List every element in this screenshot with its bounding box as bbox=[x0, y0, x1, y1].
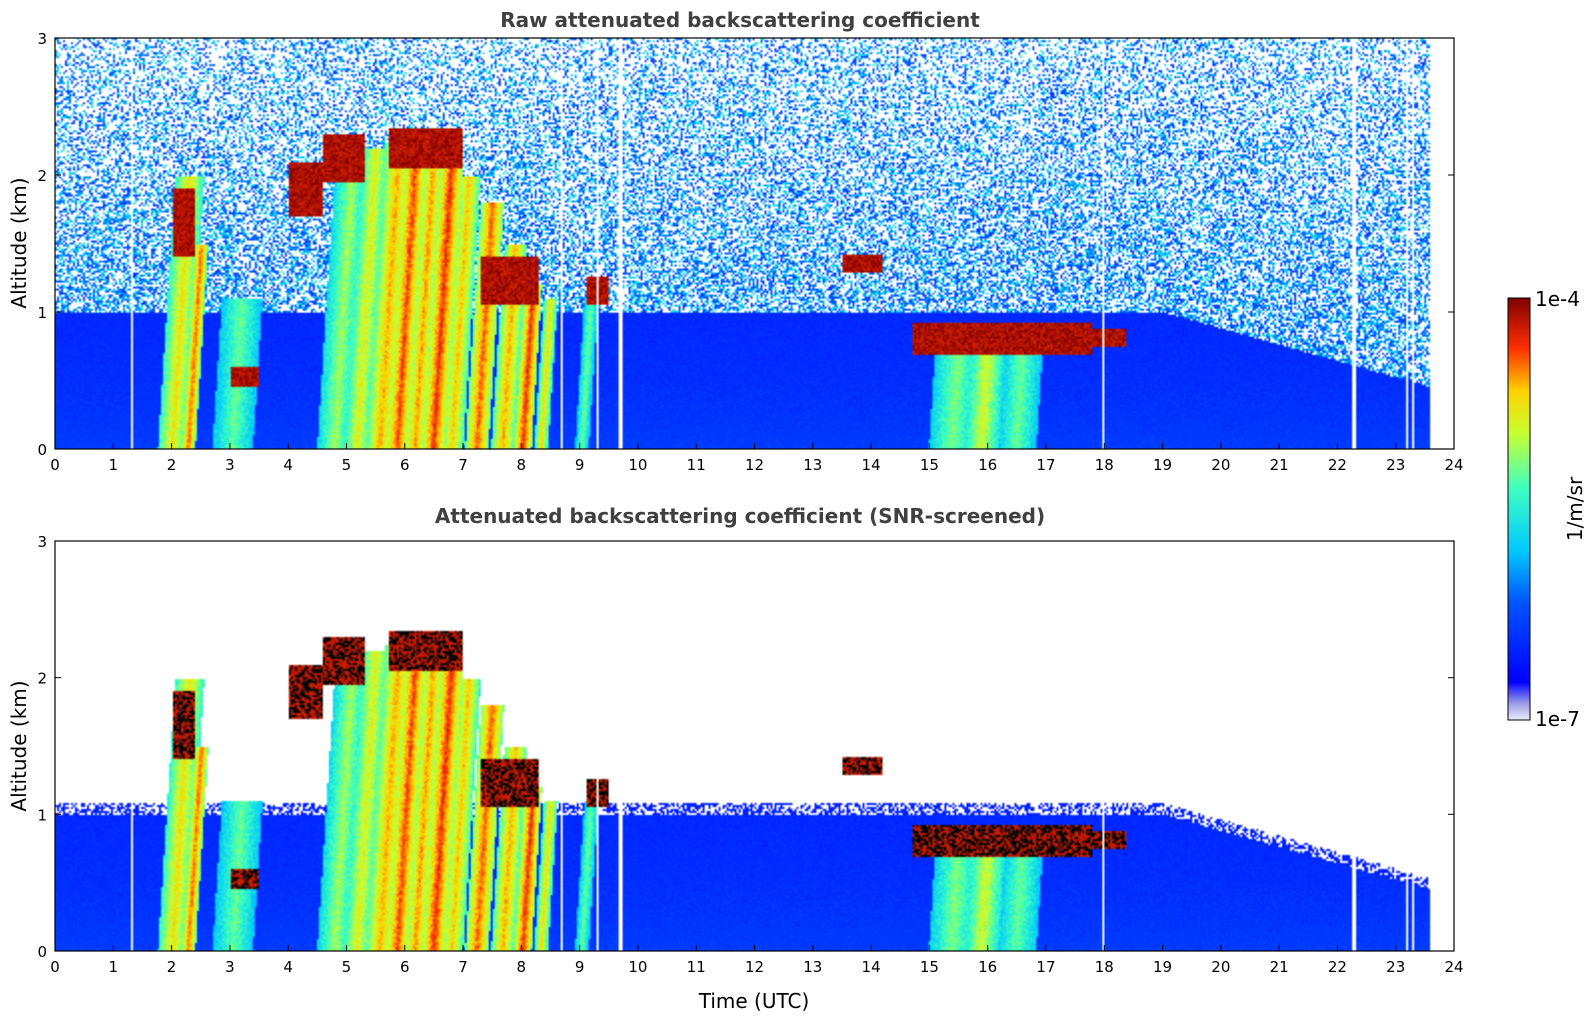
x-tick-label: 6 bbox=[400, 958, 410, 976]
x-tick-label: 0 bbox=[50, 958, 60, 976]
x-tick-label: 12 bbox=[745, 456, 764, 474]
x-tick-label: 16 bbox=[978, 958, 997, 976]
x-tick-label: 5 bbox=[342, 958, 352, 976]
x-tick-label: 0 bbox=[50, 456, 60, 474]
x-tick-label: 21 bbox=[1270, 958, 1289, 976]
panel-screened-x-ticks: 0 1 2 3 4 5 6 7 8 9 10 11 12 13 14 15 16 17 18 19 20 21 22 23 24 bbox=[50, 945, 1464, 976]
y-tick-label: 0 bbox=[37, 441, 47, 459]
y-tick-label: 0 bbox=[37, 943, 47, 961]
x-tick-label: 23 bbox=[1386, 456, 1405, 474]
x-tick-label: 16 bbox=[978, 456, 997, 474]
panel-screened: Attenuated backscattering coefficient (S… bbox=[7, 504, 1464, 1013]
x-tick-label: 5 bbox=[342, 456, 352, 474]
x-tick-label: 9 bbox=[575, 958, 585, 976]
colorbar-min-label: 1e-7 bbox=[1535, 707, 1580, 731]
x-tick-label: 8 bbox=[517, 958, 527, 976]
colorbar: 1e-4 1e-7 1/m/sr bbox=[1507, 287, 1587, 731]
x-tick-label: 7 bbox=[458, 456, 468, 474]
x-tick-label: 23 bbox=[1386, 958, 1405, 976]
x-tick-label: 11 bbox=[687, 456, 706, 474]
x-tick-label: 17 bbox=[1036, 958, 1055, 976]
x-tick-label: 13 bbox=[803, 456, 822, 474]
panel-screened-y-ticks: 0 1 2 3 bbox=[37, 533, 1454, 961]
x-tick-label: 18 bbox=[1095, 456, 1114, 474]
x-tick-label: 15 bbox=[920, 958, 939, 976]
x-tick-label: 14 bbox=[862, 958, 881, 976]
panel-screened-ylabel: Altitude (km) bbox=[7, 680, 31, 811]
x-tick-label: 10 bbox=[628, 958, 647, 976]
panel-raw-x-ticks: 0 1 2 3 4 5 6 7 8 9 10 11 12 13 14 15 16 17 18 19 20 21 22 23 24 bbox=[50, 443, 1464, 474]
x-tick-label: 12 bbox=[745, 958, 764, 976]
colorbar-max-label: 1e-4 bbox=[1535, 287, 1580, 311]
x-tick-label: 3 bbox=[225, 958, 235, 976]
x-tick-label: 4 bbox=[283, 456, 293, 474]
x-tick-label: 4 bbox=[283, 958, 293, 976]
x-tick-label: 18 bbox=[1095, 958, 1114, 976]
y-tick-label: 2 bbox=[37, 670, 47, 688]
y-tick-label: 3 bbox=[37, 533, 47, 551]
panel-screened-title: Attenuated backscattering coefficient (S… bbox=[435, 504, 1045, 528]
x-tick-label: 2 bbox=[167, 456, 177, 474]
x-tick-label: 19 bbox=[1153, 958, 1172, 976]
x-tick-label: 6 bbox=[400, 456, 410, 474]
x-tick-label: 22 bbox=[1328, 456, 1347, 474]
panel-raw-title: Raw attenuated backscattering coefficien… bbox=[500, 8, 980, 32]
panel-screened-heatmap bbox=[55, 541, 1454, 951]
x-tick-label: 7 bbox=[458, 958, 468, 976]
x-tick-label: 17 bbox=[1036, 456, 1055, 474]
x-tick-label: 21 bbox=[1270, 456, 1289, 474]
x-tick-label: 22 bbox=[1328, 958, 1347, 976]
x-tick-label: 2 bbox=[167, 958, 177, 976]
panel-screened-xlabel: Time (UTC) bbox=[698, 989, 810, 1013]
panel-raw-ylabel: Altitude (km) bbox=[7, 177, 31, 308]
x-tick-label: 8 bbox=[517, 456, 527, 474]
x-tick-label: 3 bbox=[225, 456, 235, 474]
x-tick-label: 1 bbox=[109, 456, 119, 474]
x-tick-label: 19 bbox=[1153, 456, 1172, 474]
colorbar-gradient bbox=[1507, 297, 1531, 721]
x-tick-label: 15 bbox=[920, 456, 939, 474]
x-tick-label: 24 bbox=[1444, 456, 1463, 474]
x-tick-label: 24 bbox=[1444, 958, 1463, 976]
x-tick-label: 11 bbox=[687, 958, 706, 976]
x-tick-label: 9 bbox=[575, 456, 585, 474]
x-tick-label: 10 bbox=[628, 456, 647, 474]
x-tick-label: 14 bbox=[862, 456, 881, 474]
colorbar-unit-label: 1/m/sr bbox=[1563, 476, 1587, 541]
panel-raw: Raw attenuated backscattering coefficien… bbox=[7, 8, 1464, 474]
x-tick-label: 20 bbox=[1211, 958, 1230, 976]
x-tick-label: 20 bbox=[1211, 456, 1230, 474]
x-tick-label: 13 bbox=[803, 958, 822, 976]
y-tick-label: 2 bbox=[37, 167, 47, 185]
y-tick-label: 1 bbox=[37, 304, 47, 322]
panel-raw-heatmap bbox=[55, 38, 1454, 449]
y-tick-label: 3 bbox=[37, 30, 47, 48]
panel-raw-y-ticks: 0 1 2 3 bbox=[37, 30, 1454, 459]
x-tick-label: 1 bbox=[109, 958, 119, 976]
y-tick-label: 1 bbox=[37, 806, 47, 824]
